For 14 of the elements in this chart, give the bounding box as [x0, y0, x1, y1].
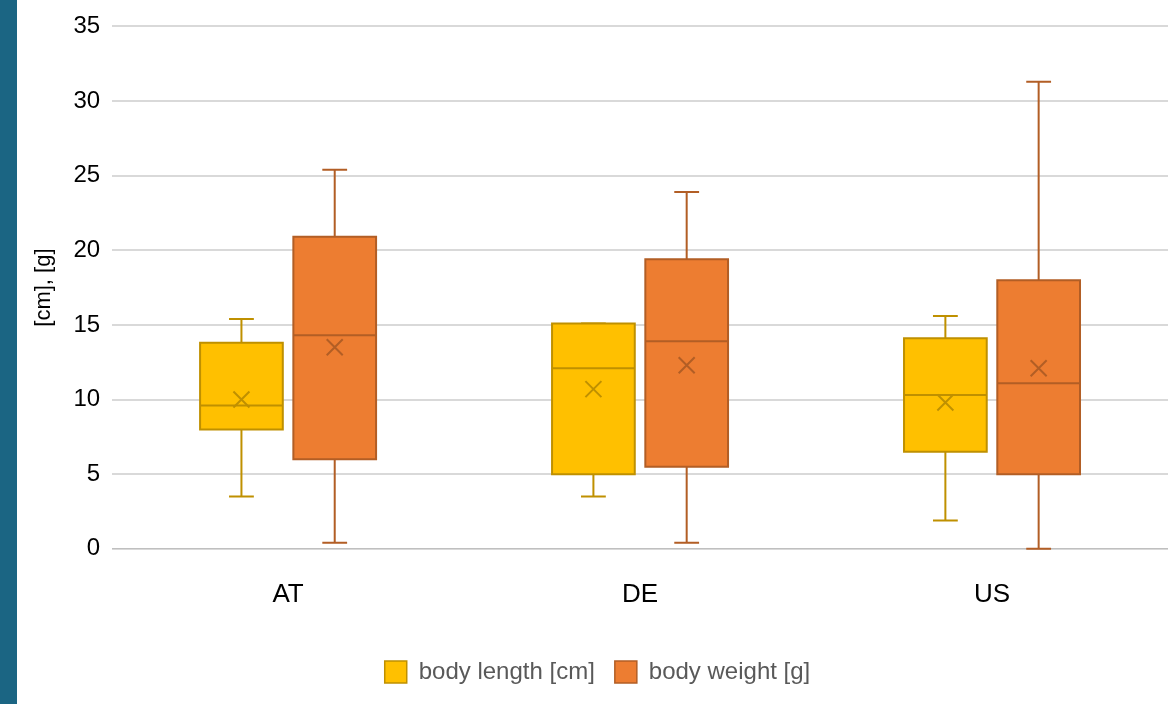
y-axis-title: [cm], [g]	[30, 248, 56, 327]
y-tick-label: 35	[73, 11, 101, 39]
y-tick-label: 25	[73, 160, 101, 188]
legend-label: body weight [g]	[648, 656, 811, 684]
y-tick-label: 10	[73, 384, 101, 412]
x-tick-label: DE	[621, 577, 659, 608]
x-tick-label: US	[973, 577, 1011, 608]
y-tick-label: 30	[73, 85, 101, 113]
y-tick-label: 5	[86, 458, 101, 486]
y-tick-label: 20	[73, 234, 101, 262]
legend-label: body length [cm]	[418, 656, 595, 684]
y-tick-label: 0	[86, 533, 101, 561]
x-tick-label: AT	[272, 577, 304, 608]
y-tick-label: 15	[73, 309, 101, 337]
